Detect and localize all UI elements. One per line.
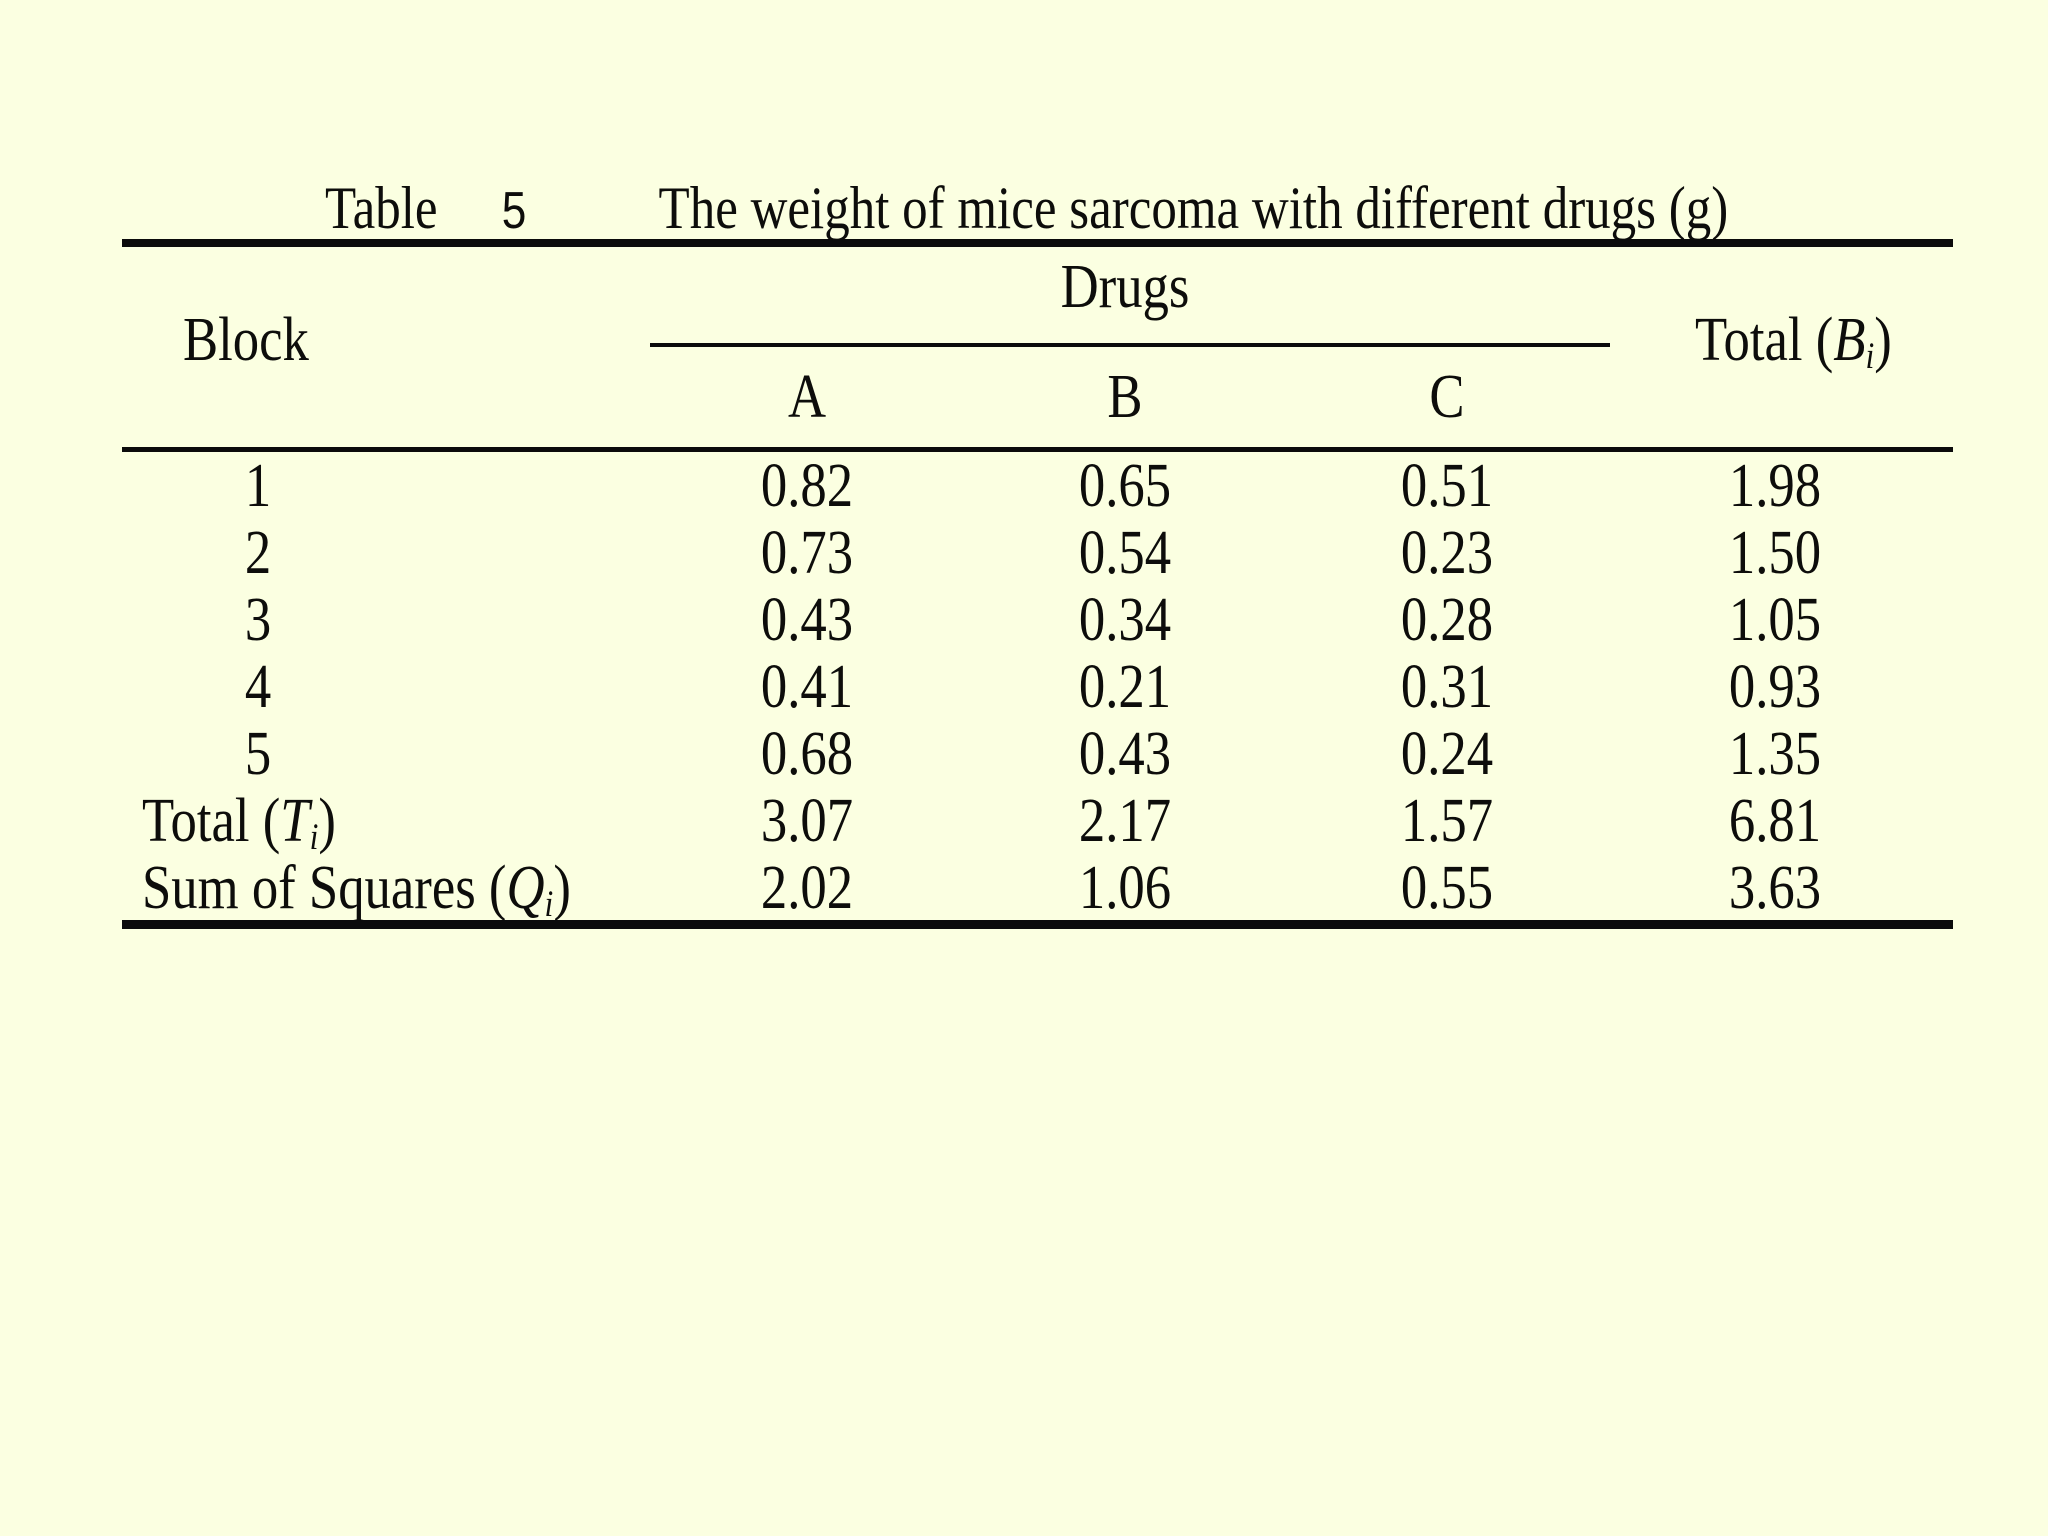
- cell-drug-c: 0.23: [1400, 519, 1494, 587]
- cell-block: 4: [244, 653, 272, 721]
- cell-block: 3: [244, 586, 272, 654]
- cell-drug-b: 0.43: [1078, 720, 1172, 788]
- cell-drug-b: 1.06: [1078, 854, 1172, 922]
- total-header-prefix: Total (: [1695, 306, 1834, 374]
- cell-drug-a: 0.68: [760, 720, 854, 788]
- total-row-symbol: T: [280, 787, 310, 855]
- cell-drug-a: 0.73: [760, 519, 854, 587]
- cell-row-label-total: Total (Ti): [142, 787, 336, 859]
- total-row-subscript: i: [309, 817, 319, 859]
- total-header-symbol: B: [1833, 306, 1866, 374]
- data-table: Drugs Block Total (Bi) A B C 1 0.82 0.65…: [122, 0, 1953, 1536]
- cell-total: 1.50: [1728, 519, 1822, 587]
- cell-total: 1.35: [1728, 720, 1822, 788]
- total-column-header: Total (Bi): [1695, 306, 1892, 388]
- bottom-rule: [122, 920, 1953, 929]
- cell-drug-c: 1.57: [1400, 787, 1494, 855]
- cell-total: 6.81: [1728, 787, 1822, 855]
- total-row-prefix: Total (: [142, 787, 281, 855]
- cell-block: 1: [244, 452, 272, 520]
- column-header-c: C: [1429, 363, 1465, 431]
- sum-row-subscript: i: [544, 884, 554, 926]
- total-header-suffix: ): [1874, 306, 1892, 374]
- cell-drug-c: 0.51: [1400, 452, 1494, 520]
- cell-row-label-sum-of-squares: Sum of Squares (Qi): [142, 854, 571, 926]
- cell-drug-a: 0.41: [760, 653, 854, 721]
- column-header-a: A: [787, 363, 827, 431]
- top-rule: [122, 239, 1953, 247]
- table-caption-number: 5: [501, 182, 527, 240]
- table-caption-label: Table: [325, 175, 438, 241]
- cell-total: 1.05: [1728, 586, 1822, 654]
- table-row-total: Total (Ti) 3.07 2.17 1.57 6.81: [122, 787, 1953, 859]
- cell-block: 2: [244, 519, 272, 587]
- cell-total: 0.93: [1728, 653, 1822, 721]
- cell-drug-b: 2.17: [1078, 787, 1172, 855]
- cell-drug-a: 2.02: [760, 854, 854, 922]
- table-caption: Table 5 The weight of mice sarcoma with di…: [325, 176, 1728, 243]
- table-row-5: 5 0.68 0.43 0.24 1.35: [122, 721, 1953, 788]
- header-rule: [122, 447, 1953, 452]
- sum-row-prefix: Sum of Squares (: [142, 854, 507, 922]
- cell-drug-c: 0.31: [1400, 653, 1494, 721]
- total-header-subscript: i: [1865, 336, 1875, 378]
- table-row-4: 4 0.41 0.21 0.31 0.93: [122, 654, 1953, 721]
- table-caption-title: The weight of mice sarcoma with differen…: [658, 175, 1729, 241]
- cell-drug-c: 0.28: [1400, 586, 1494, 654]
- cell-drug-b: 0.65: [1078, 452, 1172, 520]
- table-row-2: 2 0.73 0.54 0.23 1.50: [122, 520, 1953, 587]
- cell-drug-a: 0.43: [760, 586, 854, 654]
- table-row-sum-of-squares: Sum of Squares (Qi) 2.02 1.06 0.55 3.63: [122, 854, 1953, 926]
- table-row-1: 1 0.82 0.65 0.51 1.98: [122, 453, 1953, 520]
- cell-drug-b: 0.34: [1078, 586, 1172, 654]
- sum-row-suffix: ): [553, 854, 571, 922]
- drugs-underline: [650, 343, 1610, 347]
- cell-drug-c: 0.24: [1400, 720, 1494, 788]
- cell-drug-b: 0.21: [1078, 653, 1172, 721]
- cell-drug-a: 3.07: [760, 787, 854, 855]
- total-row-suffix: ): [318, 787, 336, 855]
- cell-drug-b: 0.54: [1078, 519, 1172, 587]
- cell-drug-a: 0.82: [760, 452, 854, 520]
- drugs-group-header: Drugs: [1060, 253, 1190, 321]
- table-row-3: 3 0.43 0.34 0.28 1.05: [122, 587, 1953, 654]
- sum-row-symbol: Q: [506, 854, 545, 922]
- cell-total: 3.63: [1728, 854, 1822, 922]
- cell-block: 5: [244, 720, 272, 788]
- column-header-b: B: [1107, 363, 1143, 431]
- block-header: Block: [183, 306, 309, 374]
- cell-drug-c: 0.55: [1400, 854, 1494, 922]
- cell-total: 1.98: [1728, 452, 1822, 520]
